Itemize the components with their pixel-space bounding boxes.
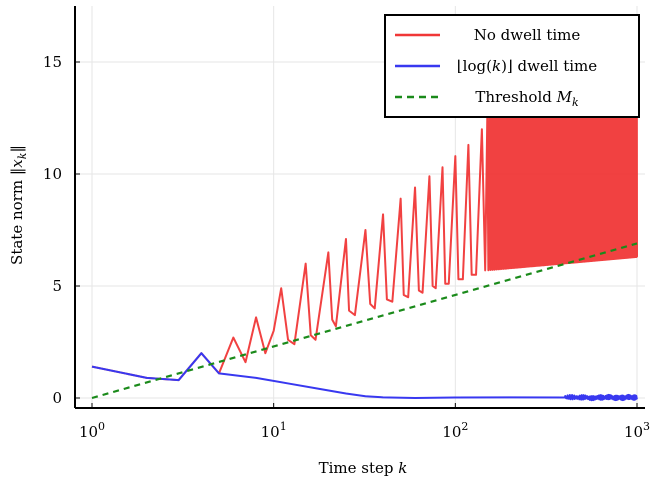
series-layer [91,105,638,402]
legend-label-log-dwell: ⌊log(k)⌋ dwell time [457,57,597,75]
y-tick-label: 5 [52,277,62,295]
series-line-threshold [91,242,638,400]
x-tick-label: 102 [442,420,468,441]
y-tick-label: 10 [43,165,62,183]
y-axis-title: State norm ‖xk‖ [8,145,29,265]
x-axis-title: Time step k [319,459,408,477]
y-tick-label: 0 [52,389,62,407]
x-tick-label: 100 [79,420,105,441]
x-tick-label: 101 [261,420,287,441]
y-tick-label: 15 [43,53,62,71]
legend: No dwell time ⌊log(k)⌋ dwell time Thresh… [384,14,640,118]
legend-item-log-dwell: ⌊log(k)⌋ dwell time [395,57,597,75]
legend-label-no-dwell: No dwell time [474,26,581,44]
x-tick-labels: 100 101 102 103 [79,403,650,441]
legend-item-no-dwell: No dwell time [395,26,580,44]
legend-label-threshold: Threshold Mk [475,88,579,109]
legend-item-threshold: Threshold Mk [395,88,579,109]
y-tick-labels: 0 5 10 15 [43,53,80,407]
series-line-no-dwell [91,105,638,382]
x-tick-label: 103 [624,420,650,441]
series-line-log-dwell [91,352,638,402]
